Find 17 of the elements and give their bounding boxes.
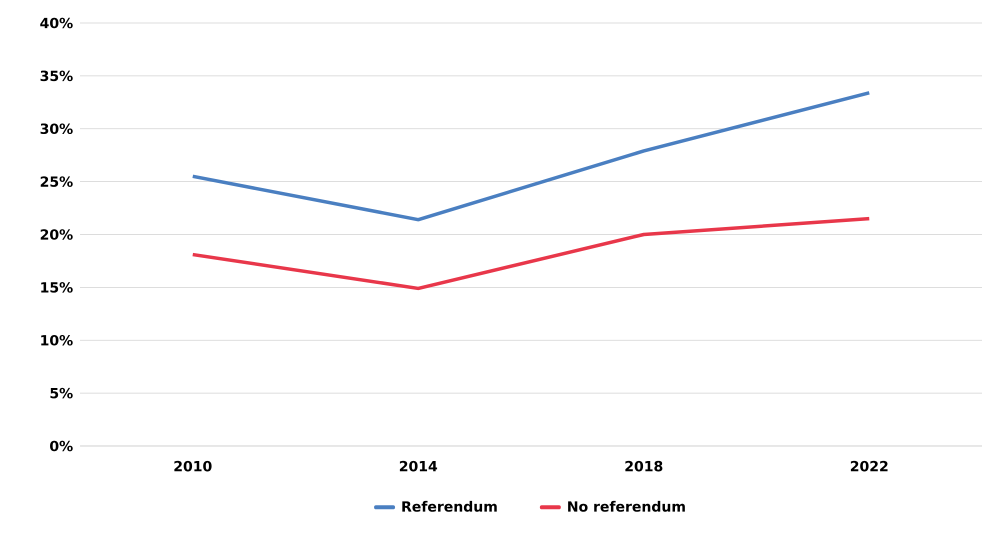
line-series	[191, 91, 872, 222]
y-tick-label: 20%	[40, 229, 73, 240]
legend-label: No referendum	[568, 500, 685, 512]
y-tick-label: 35%	[40, 70, 73, 82]
x-tick-label: 2014	[400, 460, 438, 472]
y-tick-label: 15%	[41, 282, 73, 293]
x-tick-label: 2022	[850, 460, 888, 472]
x-tick-label: 2018	[625, 460, 662, 472]
y-tick-label: 25%	[40, 176, 73, 187]
y-tick-label: 5%	[50, 388, 73, 398]
y-tick-label: 0%	[50, 440, 73, 452]
y-tick-label: 40%	[40, 18, 73, 28]
y-tick-label: 10%	[41, 334, 73, 346]
x-tick-label: 2010	[174, 460, 212, 472]
legend-label: Referendum	[402, 500, 497, 512]
line-series	[191, 216, 872, 290]
y-tick-label: 30%	[40, 123, 73, 134]
